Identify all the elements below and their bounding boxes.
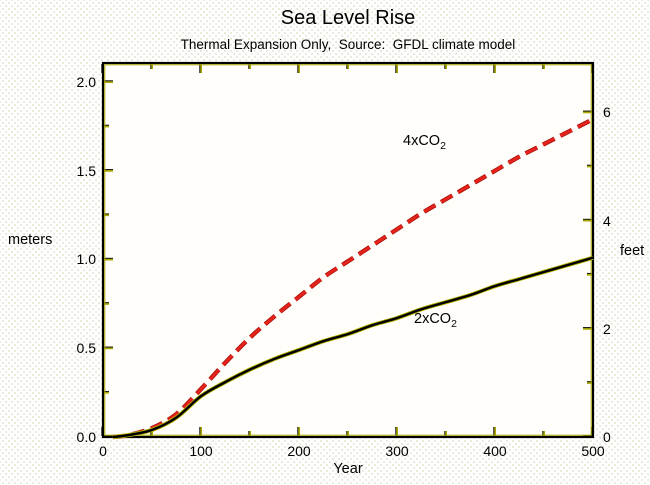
- series-line-4xCO2: [112, 118, 594, 439]
- series-annotation-4xco2-subscript: 2: [440, 140, 446, 152]
- chart-title: Sea Level Rise: [280, 7, 416, 29]
- series-line-2xCO2: [112, 256, 594, 439]
- x-axis-label: Year: [333, 461, 363, 477]
- series-annotation-2xco2: 2xCO2: [414, 311, 457, 330]
- y-axis-right-unit-label: feet: [620, 243, 645, 259]
- y-right-tick-label: 2: [603, 320, 611, 337]
- y-left-tick-label: 1.5: [76, 162, 96, 179]
- y-right-tick-label: 4: [603, 212, 611, 229]
- y-left-tick-label: 1.0: [76, 251, 96, 268]
- x-tick-label: 300: [385, 443, 409, 459]
- chart-subtitle: Thermal Expansion Only, Source: GFDL cli…: [180, 37, 516, 52]
- x-tick-label: 100: [189, 443, 213, 459]
- x-tick-label: 400: [483, 443, 507, 459]
- plot-area: [103, 63, 593, 437]
- series-annotation-4xco2-text: 4xCO: [403, 133, 441, 149]
- plot-frame-highlight: [104, 64, 592, 436]
- series-annotation-2xco2-text: 2xCO: [414, 311, 452, 327]
- y-left-tick-label: 0.0: [76, 429, 96, 445]
- series-annotation-4xco2: 4xCO2: [403, 133, 446, 152]
- y-right-tick-label: 0: [603, 429, 611, 445]
- y-right-tick-label: 6: [603, 104, 611, 121]
- y-left-tick-label: 0.5: [76, 340, 96, 357]
- x-tick-label: 200: [287, 443, 311, 459]
- plot-frame: [101, 61, 595, 439]
- y-left-tick-label: 2.0: [76, 73, 96, 90]
- y-axis-left-unit-label: meters: [8, 232, 53, 248]
- x-tick-label: 500: [581, 443, 605, 459]
- series-annotation-2xco2-subscript: 2: [451, 318, 457, 330]
- x-tick-label: 0: [99, 443, 107, 459]
